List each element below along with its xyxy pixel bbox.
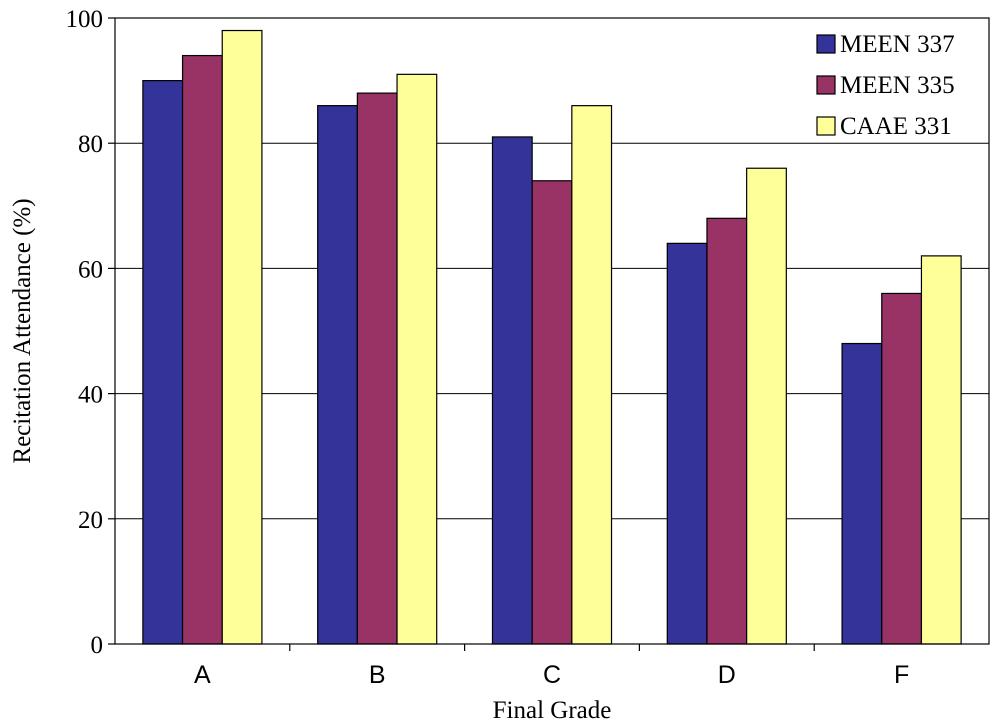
y-axis-label: Recitation Attendance (%) [9, 198, 36, 463]
bar-caae-331-f [920, 255, 962, 645]
x-tick-label: F [894, 661, 909, 689]
bar-meen-337-b [317, 105, 358, 645]
y-tick-label: 0 [91, 632, 104, 659]
y-tick-label: 40 [78, 382, 103, 409]
bar-caae-331-a [221, 29, 263, 645]
bar-meen-337-a [142, 79, 184, 645]
bar-caae-331-d [746, 167, 787, 645]
bar-meen-335-d [706, 217, 748, 645]
y-axis-ticks: 0 20 40 60 80 100 [66, 6, 115, 659]
x-tick-label: B [369, 661, 386, 689]
bar-meen-335-f [881, 292, 923, 645]
legend-swatch [816, 116, 836, 136]
y-tick-label: 60 [78, 256, 103, 283]
legend-label: CAAE 331 [840, 113, 952, 140]
bar-meen-337-c [491, 136, 533, 645]
bar-meen-335-b [356, 92, 398, 645]
bars [142, 29, 962, 645]
bar-caae-331-c [571, 105, 613, 645]
bar-meen-337-d [666, 242, 708, 645]
bar-meen-337-f [841, 342, 883, 645]
y-tick-label: 20 [78, 507, 103, 534]
bar-meen-335-a [181, 54, 223, 645]
legend-label: MEEN 335 [840, 72, 955, 99]
bar-meen-335-c [531, 180, 573, 645]
x-tick-label: C [543, 661, 561, 689]
x-axis-label: Final Grade [493, 697, 612, 723]
x-tick-label: D [718, 661, 736, 689]
y-tick-label: 100 [66, 6, 104, 33]
plot-area-frame [114, 17, 990, 645]
y-tick-label: 80 [78, 131, 103, 158]
legend-swatch [816, 75, 836, 95]
legend-label: MEEN 337 [840, 31, 955, 58]
bar-caae-331-b [396, 73, 438, 645]
legend-swatch [816, 34, 836, 54]
legend: MEEN 337 MEEN 335 CAAE 331 [816, 31, 955, 140]
x-tick-label: A [194, 661, 211, 689]
